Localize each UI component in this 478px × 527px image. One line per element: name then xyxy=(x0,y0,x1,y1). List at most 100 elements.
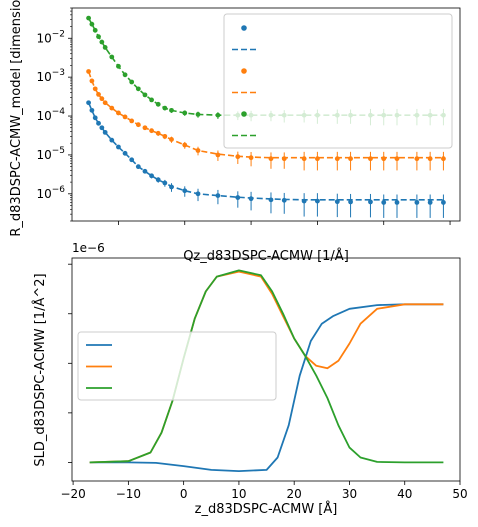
data-point xyxy=(129,118,135,124)
data-point xyxy=(427,200,433,205)
x-tick-label: 50 xyxy=(452,487,467,501)
data-point xyxy=(142,92,148,98)
data-point xyxy=(142,125,148,131)
model-line-0 xyxy=(87,102,444,201)
x-tick-label: 20 xyxy=(287,487,302,501)
data-point xyxy=(155,177,161,183)
reflectivity-legend xyxy=(223,13,453,149)
data-point xyxy=(215,152,221,158)
reflectivity-chart-frame xyxy=(71,7,461,222)
data-point xyxy=(92,86,98,92)
data-point xyxy=(315,198,320,204)
data-point xyxy=(122,72,128,78)
data-point xyxy=(301,198,307,204)
data-point xyxy=(169,184,174,190)
data-point xyxy=(162,105,168,111)
data-point xyxy=(215,193,221,198)
data-point xyxy=(162,133,168,139)
data-point xyxy=(334,199,340,205)
data-point xyxy=(235,154,241,160)
data-point xyxy=(135,86,141,92)
reflectivity-y-axis-label: R_d83DSPC-ACMW_model [dimension xyxy=(9,0,24,237)
data-point xyxy=(149,173,154,179)
data-point xyxy=(281,197,287,203)
data-point xyxy=(394,156,400,162)
data-point xyxy=(122,150,128,156)
data-point xyxy=(268,156,274,162)
data-point xyxy=(169,107,174,113)
data-point xyxy=(86,69,91,74)
sld-x-axis-label: z_d83DSPC-ACMW [Å] xyxy=(195,501,338,517)
data-point xyxy=(135,164,141,170)
data-point xyxy=(109,105,115,111)
data-point xyxy=(414,200,420,205)
x-tick-label: 10 xyxy=(231,487,246,501)
reflectivity-x-ticks xyxy=(118,221,451,225)
legend-box xyxy=(223,13,453,149)
data-point xyxy=(155,130,161,136)
data-point xyxy=(215,112,221,118)
x-tick-label: 30 xyxy=(342,487,357,501)
data-point xyxy=(109,137,115,143)
data-point xyxy=(99,96,105,102)
data-point xyxy=(381,156,387,162)
data-point xyxy=(195,191,201,197)
data-point xyxy=(182,188,188,194)
x-tick-label: −20 xyxy=(60,487,85,501)
data-point xyxy=(109,54,115,60)
x-tick-label: 40 xyxy=(397,487,412,501)
sld-x-ticks: −20 −10 0 10 20 30 40 50 xyxy=(60,481,468,501)
data-point xyxy=(348,156,353,162)
data-point xyxy=(102,45,108,50)
sld-legend xyxy=(77,331,277,401)
sld-line-2 xyxy=(89,269,444,464)
data-point xyxy=(142,168,148,174)
sld-chart-marks xyxy=(89,269,444,473)
reflectivity-chart: 10−610−510−410−310−2 Qz_d83DSPC-ACMW [1/… xyxy=(9,0,461,264)
data-point xyxy=(195,148,201,153)
data-point xyxy=(381,200,387,205)
data-point xyxy=(427,156,433,162)
data-point xyxy=(414,156,420,162)
legend-marker xyxy=(241,68,247,74)
data-point xyxy=(102,100,108,106)
legend-box xyxy=(77,331,277,401)
legend-marker xyxy=(241,111,247,117)
legend-marker xyxy=(241,25,247,31)
data-point xyxy=(116,63,121,69)
data-point xyxy=(99,39,105,45)
data-point xyxy=(368,156,373,162)
data-point xyxy=(129,157,135,163)
data-point xyxy=(155,101,161,107)
data-point xyxy=(441,156,446,162)
data-point xyxy=(96,34,101,40)
data-point xyxy=(281,156,287,162)
data-point xyxy=(149,97,154,103)
data-point xyxy=(122,114,128,120)
data-point xyxy=(89,21,95,27)
x-tick-label: −10 xyxy=(116,487,141,501)
data-point xyxy=(248,155,254,161)
data-point xyxy=(268,197,274,203)
sld-y-axis-label: SLD_d83DSPC-ACMW [1/Å^2] xyxy=(32,273,48,466)
data-point xyxy=(99,125,105,131)
x-tick-label: 0 xyxy=(180,487,188,501)
data-point xyxy=(96,120,101,126)
data-point xyxy=(301,156,307,162)
data-point xyxy=(182,142,188,148)
data-point xyxy=(169,137,174,142)
data-point xyxy=(86,15,91,21)
data-point xyxy=(315,156,320,162)
sld-line-0 xyxy=(89,303,444,473)
data-point xyxy=(248,196,254,202)
data-point xyxy=(86,100,91,106)
sld-offset-text: 1e−6 xyxy=(72,241,105,255)
data-point xyxy=(348,199,353,205)
sld-chart-frame xyxy=(71,257,461,482)
sld-chart: −20 −10 0 10 20 30 40 50 1e−6 z_d83DSPC-ACMW [Å… xyxy=(32,241,468,517)
data-point xyxy=(92,115,98,121)
data-point xyxy=(441,200,446,205)
data-point xyxy=(89,78,95,84)
data-point xyxy=(195,112,201,117)
data-point xyxy=(149,128,154,134)
